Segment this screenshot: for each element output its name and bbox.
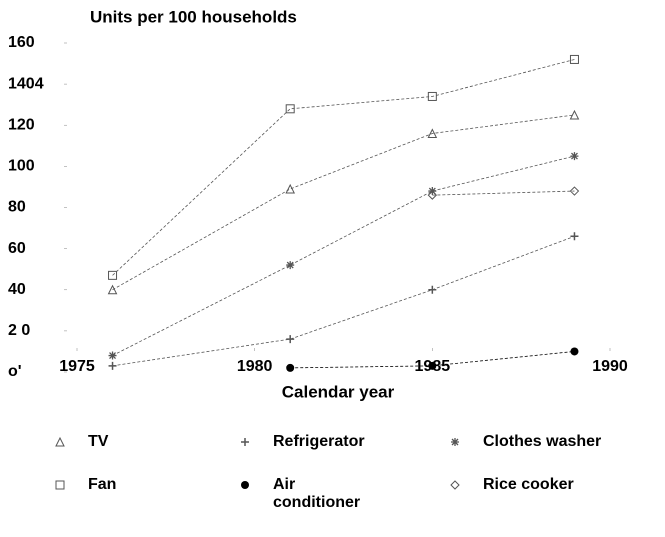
marker xyxy=(108,351,117,360)
y-tick-label: 2 0 xyxy=(8,322,30,339)
marker xyxy=(569,186,580,196)
marker xyxy=(427,128,438,138)
legend-label: Air conditioner xyxy=(273,476,361,511)
marker xyxy=(55,480,65,490)
legend-label: TV xyxy=(88,433,109,450)
marker xyxy=(107,284,118,295)
marker-shape xyxy=(569,54,579,64)
marker xyxy=(570,152,579,161)
marker xyxy=(569,54,579,64)
marker-shape xyxy=(285,183,296,194)
marker xyxy=(286,261,295,270)
x-tick-label: 1980 xyxy=(237,358,273,375)
marker xyxy=(427,190,438,200)
marker xyxy=(286,335,295,344)
y-tick-label: 60 xyxy=(8,240,26,257)
legend-label: Refrigerator xyxy=(273,433,365,450)
marker-shape xyxy=(55,480,65,490)
marker xyxy=(108,270,118,280)
series-line xyxy=(112,114,575,291)
y-tick-label: 120 xyxy=(8,116,35,133)
marker xyxy=(451,438,459,446)
marker-shape xyxy=(451,438,459,446)
marker xyxy=(285,104,295,114)
marker-shape xyxy=(286,335,295,344)
marker-shape xyxy=(108,361,117,370)
marker-shape xyxy=(427,190,438,200)
y-tick-label: 80 xyxy=(8,199,26,216)
marker-shape xyxy=(569,109,580,120)
marker xyxy=(570,347,579,356)
legend-label: Clothes washer xyxy=(483,433,602,450)
marker-shape xyxy=(285,104,295,114)
marker xyxy=(428,361,437,370)
marker-shape xyxy=(450,480,460,490)
marker xyxy=(241,438,249,446)
legend-label: Fan xyxy=(88,476,117,493)
chart-title: Units per 100 households xyxy=(90,7,297,26)
marker-shape xyxy=(241,438,249,446)
y-tick-label: 160 xyxy=(8,34,35,51)
marker-shape xyxy=(286,261,295,270)
y-tick-label: 1404 xyxy=(8,75,44,92)
marker-shape xyxy=(428,361,437,370)
marker-shape xyxy=(569,186,580,196)
marker-shape xyxy=(427,91,437,101)
marker-shape xyxy=(286,363,295,372)
series-line xyxy=(432,190,575,196)
y-tick-label: 100 xyxy=(8,158,35,175)
marker xyxy=(108,361,117,370)
marker-shape xyxy=(570,152,579,161)
y-tick-label: 40 xyxy=(8,281,26,298)
marker-shape xyxy=(570,347,579,356)
marker xyxy=(570,232,579,241)
marker xyxy=(428,285,437,294)
series-line xyxy=(112,235,575,367)
marker xyxy=(450,480,460,490)
x-tick-label: 1975 xyxy=(59,358,95,375)
marker xyxy=(569,109,580,120)
marker-shape xyxy=(107,284,118,295)
marker-shape xyxy=(55,436,65,447)
marker-shape xyxy=(241,481,249,489)
legend-label: Rice cooker xyxy=(483,476,574,493)
marker-shape xyxy=(108,351,117,360)
marker-shape xyxy=(428,285,437,294)
y-tick-label: o' xyxy=(8,363,22,380)
marker-shape xyxy=(570,232,579,241)
series-line xyxy=(112,59,575,276)
marker xyxy=(285,183,296,194)
marker xyxy=(241,481,249,489)
marker xyxy=(286,363,295,372)
series-line xyxy=(112,155,575,356)
marker-shape xyxy=(108,270,118,280)
x-axis-label: Calendar year xyxy=(282,382,395,401)
x-tick-label: 1990 xyxy=(592,358,628,375)
marker-shape xyxy=(427,128,438,138)
marker xyxy=(55,436,65,447)
marker xyxy=(427,91,437,101)
